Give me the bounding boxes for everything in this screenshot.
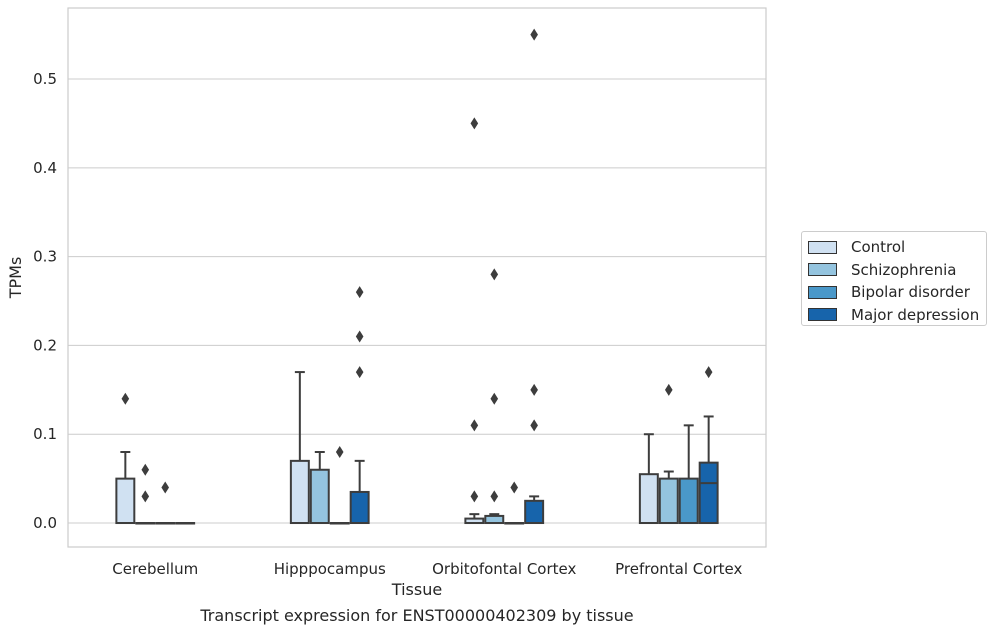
legend-label: Major depression xyxy=(851,305,980,324)
outlier-point xyxy=(355,286,364,299)
legend-swatch xyxy=(808,263,837,277)
outlier-point xyxy=(470,117,479,130)
outlier-point xyxy=(355,366,364,379)
legend-item: Major depression xyxy=(802,304,986,327)
legend-label: Control xyxy=(851,238,906,257)
plot-frame xyxy=(67,7,767,548)
x-tick-label: Orbitofontal Cortex xyxy=(432,560,576,578)
x-tick-label: Hipppocampus xyxy=(274,560,386,578)
y-tick-label: 0.3 xyxy=(33,248,57,266)
y-tick-label: 0.0 xyxy=(33,514,57,532)
y-tick-label: 0.4 xyxy=(33,159,57,177)
outlier-point xyxy=(470,419,479,432)
outlier-point xyxy=(530,419,538,432)
outlier-point xyxy=(530,383,538,396)
legend-swatch xyxy=(808,308,837,322)
legend-label: Bipolar disorder xyxy=(851,283,970,302)
legend-item: Control xyxy=(802,236,986,259)
y-tick-label: 0.2 xyxy=(33,336,57,354)
legend-label: Schizophrenia xyxy=(851,260,957,279)
box xyxy=(309,468,330,525)
outlier-point xyxy=(510,481,519,494)
outlier-point xyxy=(355,330,364,343)
y-axis-label: TPMs xyxy=(6,257,25,300)
x-tick-label: Prefrontal Cortex xyxy=(615,560,742,578)
y-tick-label: 0.1 xyxy=(33,425,57,443)
box xyxy=(349,490,370,525)
outlier-point xyxy=(490,392,499,405)
x-tick-label: Cerebellum xyxy=(112,560,198,578)
box xyxy=(484,514,505,525)
outlier-point xyxy=(141,463,150,476)
box xyxy=(698,461,719,525)
box xyxy=(658,477,679,525)
outlier-point xyxy=(704,366,713,379)
outlier-point xyxy=(161,481,170,494)
legend-item: Bipolar disorder xyxy=(802,281,986,304)
legend-swatch xyxy=(808,285,837,299)
box xyxy=(115,477,136,525)
outlier-point xyxy=(490,490,499,503)
outlier-point xyxy=(335,445,344,458)
outlier-point xyxy=(141,490,150,503)
x-axis-label: Tissue xyxy=(391,580,442,599)
outlier-point xyxy=(664,383,673,396)
legend-swatch xyxy=(808,240,837,254)
box xyxy=(524,499,545,525)
box xyxy=(638,473,659,525)
figure-caption: Transcript expression for ENST0000040230… xyxy=(200,606,634,625)
outlier-point xyxy=(530,28,538,41)
outlier-point xyxy=(490,268,499,281)
outlier-point xyxy=(470,490,479,503)
legend-item: Schizophrenia xyxy=(802,259,986,282)
box xyxy=(678,477,699,525)
y-tick-label: 0.5 xyxy=(33,70,57,88)
box xyxy=(289,459,310,525)
outlier-point xyxy=(121,392,130,405)
legend: Control Schizophrenia Bipolar disorder Majo… xyxy=(801,231,987,326)
